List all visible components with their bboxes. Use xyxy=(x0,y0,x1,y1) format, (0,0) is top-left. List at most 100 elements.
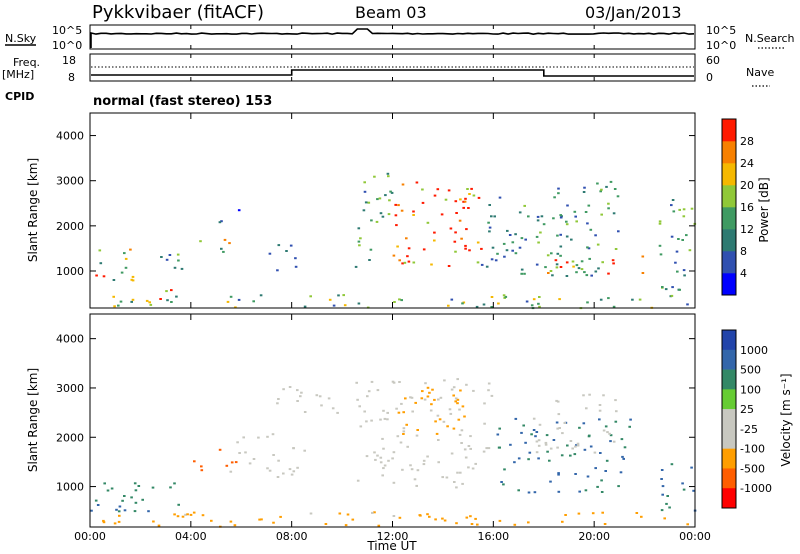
range-gate xyxy=(527,521,530,524)
range-gate xyxy=(490,215,493,218)
range-gate xyxy=(449,227,453,230)
freq-label: Freq. xyxy=(13,56,40,69)
x-tick-label: 12:00 xyxy=(377,530,409,543)
range-gate xyxy=(282,388,285,391)
power-ylabel: Slant Range [km] xyxy=(26,158,40,262)
range-gate xyxy=(557,413,561,416)
range-gate xyxy=(585,407,588,410)
range-gate xyxy=(229,295,233,298)
range-gate xyxy=(446,425,449,428)
range-gate xyxy=(560,215,563,218)
range-gate xyxy=(460,429,464,432)
range-gate xyxy=(565,235,569,238)
range-gate xyxy=(332,304,336,307)
range-gate xyxy=(559,216,563,219)
range-gate xyxy=(535,263,539,266)
range-gate xyxy=(176,515,180,518)
range-gate xyxy=(537,457,540,460)
range-gate xyxy=(149,303,153,306)
scatter-region-6 xyxy=(397,386,466,435)
range-gate xyxy=(565,275,569,277)
range-gate xyxy=(535,431,539,433)
range-gate xyxy=(600,491,604,493)
range-gate xyxy=(376,454,379,457)
range-gate xyxy=(117,510,121,513)
nsearch-label: N.Search xyxy=(745,32,795,45)
range-gate xyxy=(366,395,369,398)
range-gate xyxy=(464,247,467,250)
range-gate xyxy=(566,444,569,447)
range-gate xyxy=(422,248,426,251)
range-gate xyxy=(589,445,593,448)
range-gate xyxy=(237,298,241,301)
range-gate xyxy=(544,441,548,444)
range-gate xyxy=(394,214,398,217)
range-gate xyxy=(118,505,122,508)
scatter-region-3 xyxy=(229,433,306,478)
range-gate xyxy=(437,439,440,441)
range-gate xyxy=(540,215,544,218)
range-gate xyxy=(288,468,292,471)
range-gate xyxy=(435,432,439,435)
range-gate xyxy=(400,402,403,405)
range-gate xyxy=(599,298,603,301)
range-gate xyxy=(556,400,560,403)
range-gate xyxy=(429,409,433,412)
scatter-region-4 xyxy=(276,386,339,414)
range-gate xyxy=(496,252,499,255)
range-gate xyxy=(593,451,597,454)
range-gate xyxy=(485,447,488,450)
range-gate xyxy=(587,247,591,250)
velocity-colorbar-bin xyxy=(722,349,736,370)
range-gate xyxy=(494,259,498,262)
range-gate xyxy=(370,219,373,222)
range-gate xyxy=(556,234,559,237)
range-gate xyxy=(503,468,506,471)
range-gate xyxy=(157,524,161,527)
range-gate xyxy=(433,398,436,401)
range-gate xyxy=(490,394,494,397)
nave-tick-top: 60 xyxy=(706,54,720,67)
range-gate xyxy=(537,241,540,244)
range-gate xyxy=(363,410,366,413)
range-gate xyxy=(616,195,620,198)
range-gate xyxy=(527,215,530,218)
range-gate xyxy=(165,290,168,293)
range-gate xyxy=(381,215,385,218)
range-gate xyxy=(117,520,121,523)
power-scatter xyxy=(95,172,697,310)
range-gate xyxy=(538,296,541,298)
range-gate xyxy=(237,209,241,212)
range-gate xyxy=(130,496,133,499)
range-gate xyxy=(379,456,383,459)
range-gate xyxy=(600,188,603,191)
range-gate xyxy=(276,476,280,478)
range-gate xyxy=(599,190,602,193)
range-gate xyxy=(151,486,155,489)
range-gate xyxy=(130,300,133,303)
range-gate xyxy=(620,438,624,441)
range-gate xyxy=(395,407,398,410)
range-gate xyxy=(485,265,489,268)
range-gate xyxy=(439,396,443,399)
range-gate xyxy=(342,294,345,297)
range-gate xyxy=(608,432,611,435)
range-gate xyxy=(488,226,492,229)
range-gate xyxy=(535,235,539,238)
range-gate xyxy=(176,253,180,256)
range-gate xyxy=(502,294,506,297)
scatter-region-8 xyxy=(532,393,618,454)
range-gate xyxy=(296,389,299,392)
range-gate xyxy=(381,437,384,440)
range-gate xyxy=(379,418,382,421)
range-gate xyxy=(357,302,361,305)
scatter-region-5 xyxy=(355,378,494,489)
range-gate xyxy=(460,442,463,444)
power-colorbar-tick: 8 xyxy=(740,245,747,258)
nsky-trace xyxy=(90,28,695,48)
range-gate xyxy=(266,467,269,470)
range-gate xyxy=(552,217,555,220)
range-gate xyxy=(433,194,437,197)
range-gate xyxy=(483,402,486,405)
range-gate xyxy=(585,274,589,277)
